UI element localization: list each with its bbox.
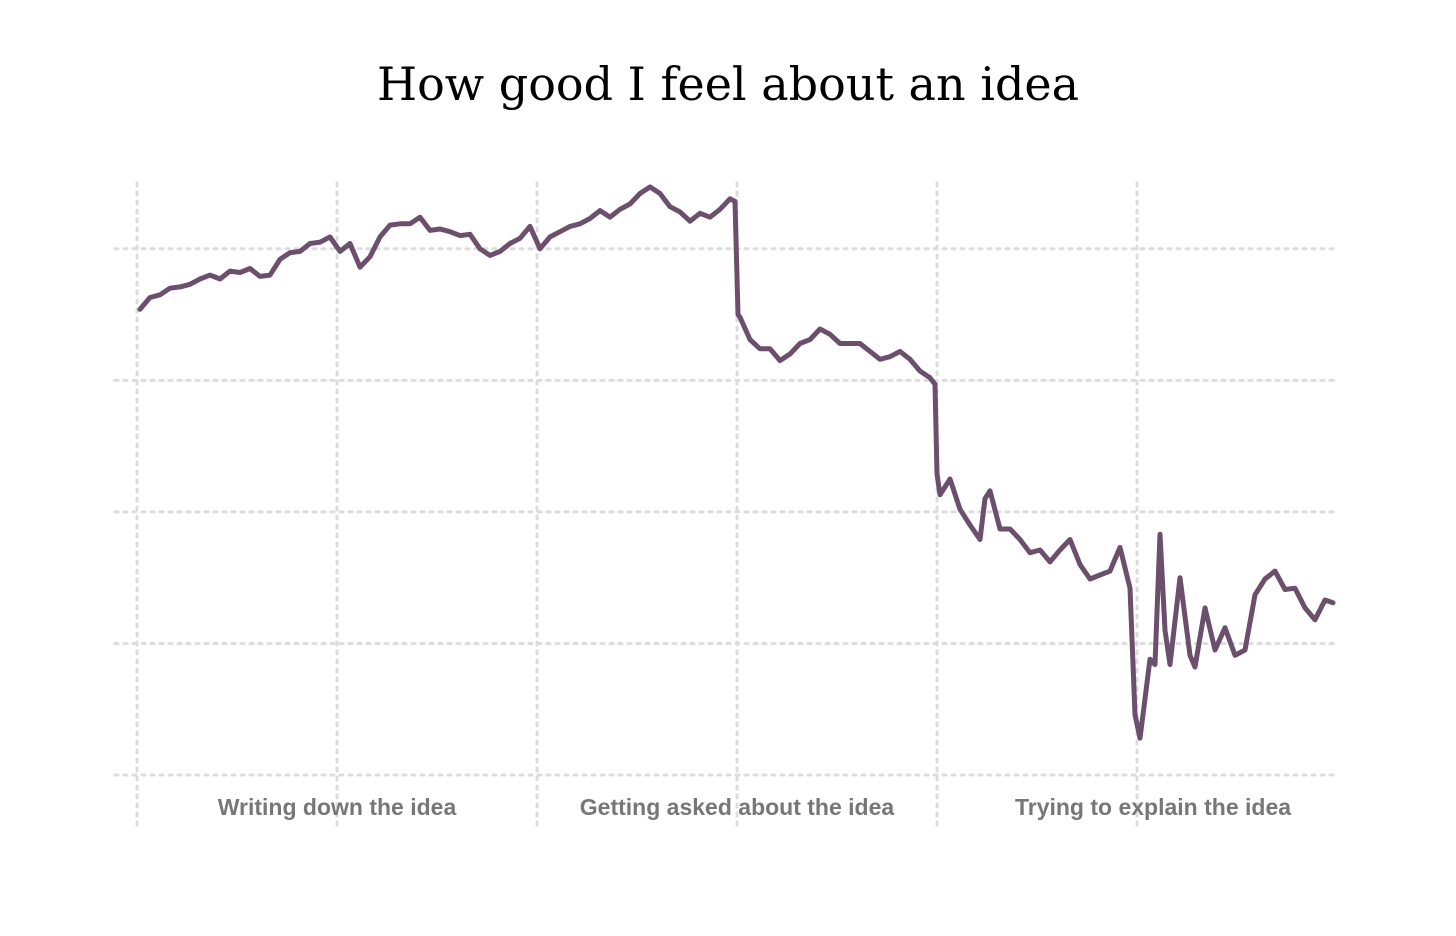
chart-title: How good I feel about an idea <box>377 57 1079 111</box>
x-label: Getting asked about the idea <box>580 794 895 820</box>
x-label: Writing down the idea <box>218 794 457 820</box>
x-label: Trying to explain the idea <box>1015 794 1291 820</box>
line <box>137 184 1336 741</box>
